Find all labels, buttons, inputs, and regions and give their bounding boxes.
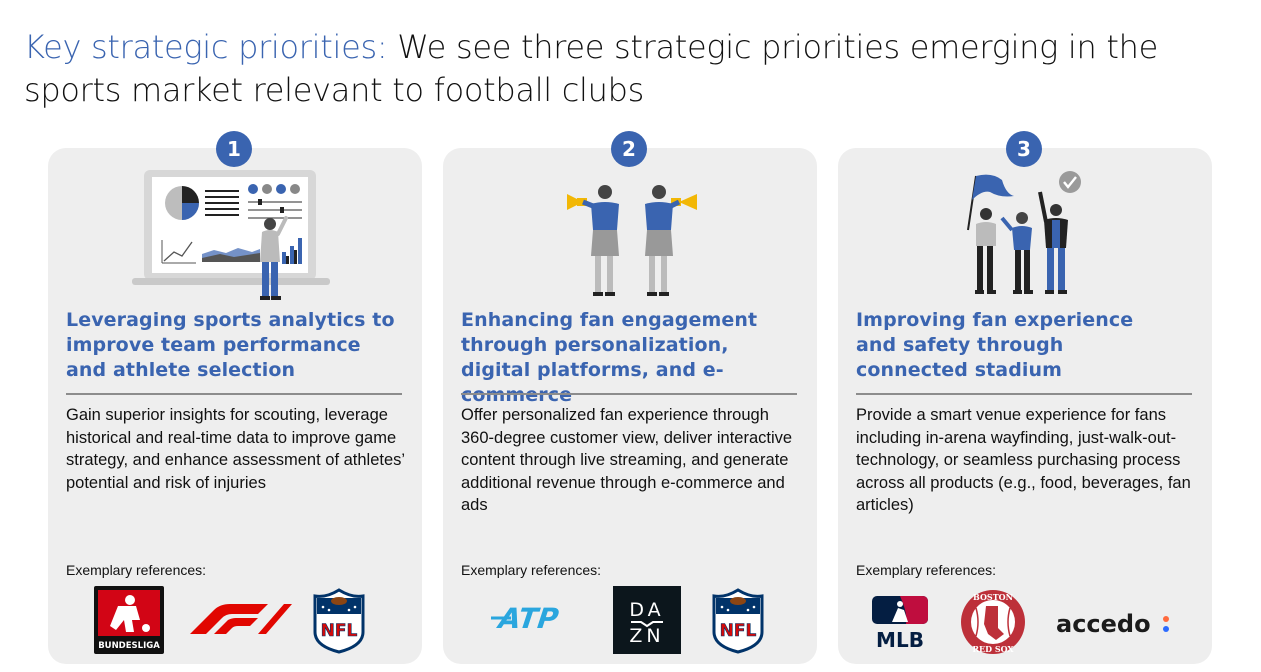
bundesliga-wordmark: BUNDESLIGA <box>98 641 160 651</box>
fan-megaphones-illustration <box>567 185 697 296</box>
priority-card-3: Improving fan experience and safety thro… <box>838 148 1212 664</box>
references-label: Exemplary references: <box>856 562 997 578</box>
priority-card-2: Enhancing fan engagement through persona… <box>443 148 817 664</box>
nfl-logo: NFL <box>313 588 365 654</box>
red-sox-bottom-text: RED SOX <box>972 644 1014 654</box>
dazn-wordmark-bottom: ZN <box>629 625 664 647</box>
priority-title: Improving fan experience and safety thro… <box>856 309 1134 381</box>
accedo-wordmark: accedo <box>1056 610 1151 638</box>
divider <box>66 393 402 395</box>
bundesliga-logo: BUNDESLIGA <box>94 586 164 654</box>
priority-number-badge: 2 <box>611 131 647 167</box>
priority-card-1: Leveraging sports analytics to improve t… <box>48 148 422 664</box>
slide-title: Key strategic priorities: We see three s… <box>24 26 1224 112</box>
title-rest: We see three strategic priorities emergi… <box>24 28 1158 109</box>
priority-title: Enhancing fan engagement through persona… <box>461 309 758 406</box>
red-sox-logo: BOSTON RED SOX <box>961 590 1025 654</box>
nfl-wordmark: NFL <box>720 621 757 641</box>
references-label: Exemplary references: <box>66 562 207 578</box>
dazn-wordmark-top: DA <box>629 599 664 621</box>
priority-number-badge: 3 <box>1006 131 1042 167</box>
title-lead: Key strategic priorities: <box>24 28 388 66</box>
atp-logo: ATP <box>491 602 564 634</box>
priority-description: Offer personalized fan experience throug… <box>461 406 793 515</box>
priority-description: Provide a smart venue experience for fan… <box>856 406 1191 515</box>
mlb-wordmark: MLB <box>876 628 924 650</box>
priority-number-badge: 1 <box>216 131 252 167</box>
red-sox-top-text: BOSTON <box>973 592 1013 602</box>
nfl-logo: NFL <box>712 588 764 654</box>
accedo-logo: accedo <box>1056 610 1169 638</box>
nfl-wordmark: NFL <box>321 621 358 641</box>
f1-logo <box>190 604 292 634</box>
analytics-illustration <box>132 170 330 300</box>
priority-description: Gain superior insights for scouting, lev… <box>66 406 405 492</box>
mlb-logo: MLB <box>872 596 928 650</box>
divider <box>856 393 1192 395</box>
dazn-logo: DA ZN <box>613 586 681 654</box>
priority-title: Leveraging sports analytics to improve t… <box>66 309 395 381</box>
stadium-fans-illustration <box>967 171 1081 294</box>
divider <box>461 393 797 395</box>
references-label: Exemplary references: <box>461 562 602 578</box>
